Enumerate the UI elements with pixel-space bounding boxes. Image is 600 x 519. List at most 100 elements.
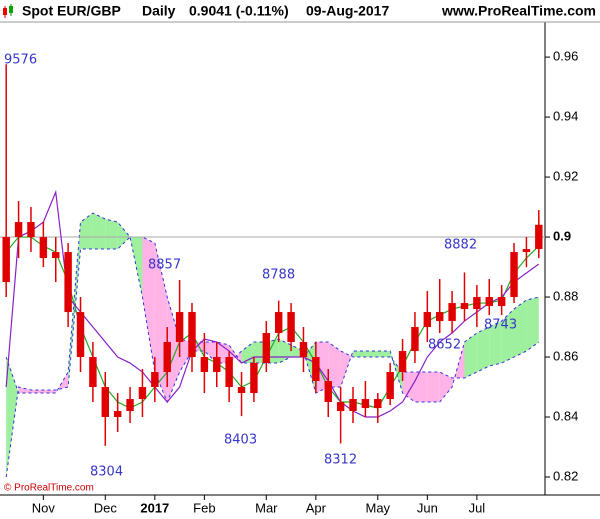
candle-body — [175, 312, 184, 343]
x-tick-label: Jun — [417, 500, 438, 515]
candle-body — [250, 363, 258, 394]
cloud-segment — [365, 351, 378, 358]
cloud-segment — [328, 342, 341, 388]
cloud-segment — [55, 372, 69, 394]
annotation: 8882 — [444, 238, 477, 253]
candle-body — [64, 252, 72, 313]
candle-body — [151, 372, 159, 388]
cloud-segment — [6, 357, 19, 478]
candle-body — [89, 357, 97, 388]
candle-body — [510, 252, 518, 298]
cloud-segment — [501, 309, 515, 364]
candle-body — [485, 297, 493, 307]
candle-body — [188, 312, 196, 358]
x-tick-label: Dec — [94, 500, 118, 515]
candle-body — [497, 297, 506, 307]
candle-body — [312, 357, 320, 382]
candle-body — [374, 399, 382, 409]
y-tick-label: 0.84 — [553, 408, 578, 423]
candle-body — [398, 351, 407, 373]
candle-body — [361, 399, 370, 409]
cloud-segment — [92, 213, 106, 250]
period: Daily — [142, 3, 176, 19]
candle-body — [138, 387, 147, 400]
x-tick-label: 2017 — [140, 500, 169, 515]
last-price: 0.9041 (-0.11%) — [189, 3, 289, 19]
candle-body — [448, 303, 456, 322]
x-tick-label: May — [366, 500, 391, 515]
cloud-segment — [439, 372, 453, 403]
annotation: 8403 — [224, 433, 257, 448]
cloud-segment — [142, 237, 155, 373]
x-tick-label: Apr — [306, 500, 327, 515]
cloud-edge — [5, 212, 539, 404]
x-tick-label: Nov — [32, 500, 56, 515]
candle-body — [213, 357, 221, 373]
candle-body — [274, 312, 283, 334]
candle-body — [225, 357, 233, 388]
y-tick-label: 0.96 — [553, 49, 578, 64]
cloud-segment — [489, 321, 502, 367]
cloud-segment — [241, 342, 254, 364]
annotation: 8304 — [90, 465, 123, 480]
candle-body — [101, 387, 109, 418]
cloud-segment — [105, 219, 118, 250]
candle-body — [113, 411, 122, 418]
cloud-segment — [43, 390, 56, 394]
annotation: 8312 — [324, 453, 357, 468]
cloud-segment — [526, 297, 539, 352]
candle-body — [473, 297, 481, 310]
x-tick-label: Mar — [255, 500, 278, 515]
x-tick-label: Jul — [469, 500, 486, 515]
candle-body — [126, 399, 134, 412]
candle-body — [39, 237, 48, 259]
cloud-segment — [353, 351, 366, 358]
x-tick-label: Feb — [193, 500, 215, 515]
candle-body — [423, 312, 432, 328]
candle-body — [76, 312, 85, 358]
date: 09-Aug-2017 — [306, 3, 389, 19]
logo — [3, 4, 13, 18]
cloud-segment — [476, 327, 490, 373]
y-tick-label: 0.92 — [553, 169, 578, 184]
candle-body — [52, 252, 60, 259]
cloud-edge — [5, 236, 540, 478]
candle-body — [436, 312, 444, 322]
candle-body — [386, 372, 394, 400]
candle-body — [324, 381, 332, 403]
indicator-line — [5, 189, 540, 418]
cloud-segment — [80, 213, 93, 250]
footer: © ProRealTime.com — [4, 483, 94, 494]
annotation: 8743 — [484, 318, 517, 333]
candle-body — [460, 303, 469, 310]
candle-body — [349, 399, 357, 412]
instrument: Spot EUR/GBP — [22, 3, 121, 19]
candle-body — [287, 312, 295, 343]
y-tick-label: 0.94 — [553, 109, 578, 124]
candle-body — [411, 327, 419, 352]
candle-body — [522, 249, 531, 253]
annotation: 8652 — [428, 338, 461, 353]
candle-body — [262, 333, 271, 364]
candle-body — [200, 357, 209, 373]
y-tick-label: 0.88 — [553, 288, 578, 303]
y-tick-label: 0.82 — [553, 468, 578, 483]
cloud-segment — [402, 372, 415, 403]
cloud-segment — [414, 372, 428, 403]
candle-body — [2, 237, 10, 283]
candle-body — [237, 387, 246, 394]
cloud-segment — [167, 297, 180, 403]
annotation: 8857 — [148, 258, 181, 273]
cloud-segment — [30, 390, 44, 394]
cloud-segment — [117, 222, 131, 250]
y-tick-label: 0.86 — [553, 348, 578, 363]
cloud-segment — [514, 300, 527, 358]
candle-body — [535, 224, 543, 250]
annotation: 8788 — [262, 268, 295, 283]
source: www.ProRealTime.com — [441, 3, 596, 19]
candle-body — [163, 342, 171, 373]
cloud-segment — [390, 351, 403, 394]
candle-body — [336, 402, 345, 412]
